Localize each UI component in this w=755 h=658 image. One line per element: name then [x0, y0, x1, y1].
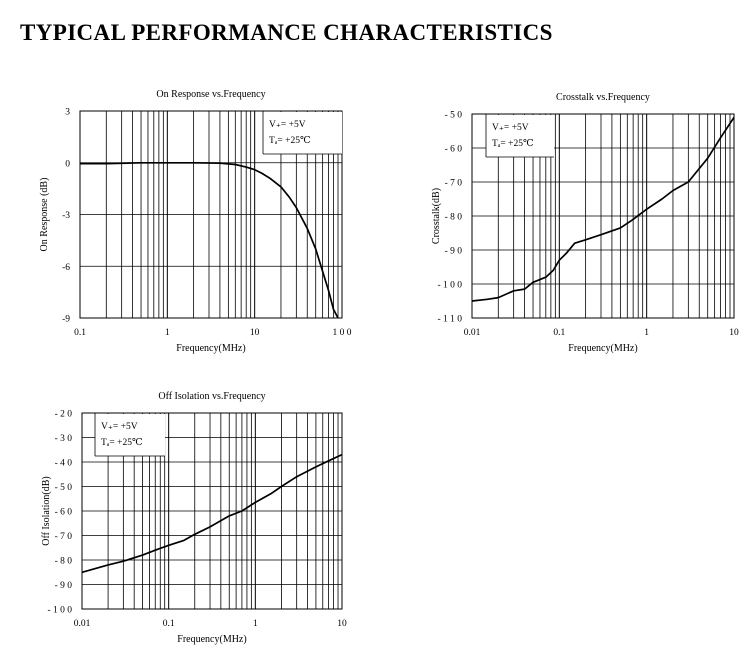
plot-frame — [79, 110, 343, 319]
plot-area — [79, 110, 343, 319]
chart-title: On Response vs.Frequency — [156, 89, 265, 100]
x-tick-label: 1 0 0 — [333, 328, 352, 338]
legend-entry: V₊= +5V — [269, 120, 306, 130]
x-tick-label: 10 — [250, 328, 260, 338]
y-tick-label: -6 — [62, 263, 70, 273]
y-axis-label: On Response (dB) — [39, 178, 50, 252]
x-tick-label: 1 — [165, 328, 170, 338]
y-tick-label: 0 — [65, 159, 70, 169]
legend-box — [263, 112, 342, 154]
legend-entry: Tₐ= +25℃ — [269, 136, 311, 146]
y-tick-label: 3 — [65, 108, 70, 118]
legend: V₊= +5V Tₐ= +25℃ — [262, 111, 342, 155]
page-title: TYPICAL PERFORMANCE CHARACTERISTICS — [20, 20, 553, 45]
series-line — [80, 161, 339, 319]
y-tick-label: -3 — [62, 211, 70, 221]
x-axis-label: Frequency(MHz) — [176, 343, 245, 354]
x-tick-label: 0.1 — [74, 328, 86, 338]
y-tick-label: -9 — [62, 315, 70, 325]
